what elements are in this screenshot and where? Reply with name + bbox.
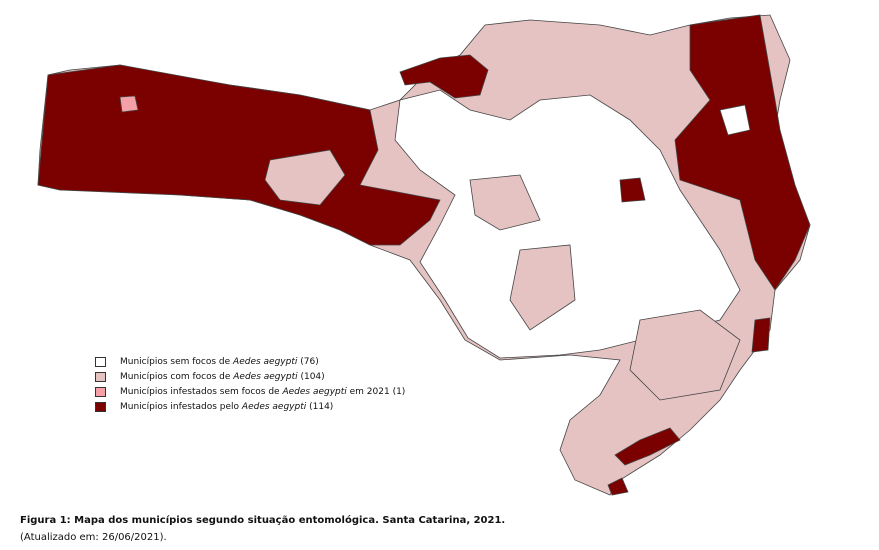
legend-item: Municípios infestados sem focos de Aedes… — [95, 384, 405, 399]
legend: Municípios sem focos de Aedes aegypti (7… — [95, 354, 405, 414]
legend-swatch — [95, 401, 106, 412]
legend-species: Aedes aegypti — [233, 356, 298, 367]
caption-title: Figura 1: Mapa dos municípios segundo si… — [20, 515, 506, 526]
region-foci — [264, 149, 346, 206]
legend-text: (114) — [306, 401, 334, 412]
region-infested-no-foci — [119, 95, 139, 113]
region-foci — [509, 244, 576, 331]
region-infested-south — [751, 317, 771, 353]
legend-label: Municípios infestados sem focos de Aedes… — [120, 387, 405, 397]
region-infested-south — [614, 427, 681, 466]
legend-text: Municípios com focos de — [120, 371, 234, 382]
legend-species: Aedes aegypti — [282, 386, 347, 397]
legend-species: Aedes aegypti — [241, 401, 307, 412]
legend-swatch — [95, 386, 106, 397]
region-infested-west — [37, 64, 441, 246]
legend-text: Municípios infestados pelo — [120, 401, 242, 412]
legend-item: Municípios sem focos de Aedes aegypti (7… — [95, 354, 405, 369]
region-infested-north — [399, 54, 489, 99]
legend-label: Municípios com focos de Aedes aegypti (1… — [120, 372, 325, 382]
legend-label: Municípios infestados pelo Aedes aegypti… — [120, 402, 333, 412]
legend-text: (104) — [297, 371, 325, 382]
legend-text: em 2021 (1) — [346, 386, 406, 397]
legend-text: (76) — [297, 356, 319, 367]
region-infested-south — [607, 477, 629, 496]
legend-label: Municípios sem focos de Aedes aegypti (7… — [120, 357, 319, 367]
region-no-foci — [719, 104, 751, 136]
legend-text: Municípios sem focos de — [120, 356, 234, 367]
region-foci — [629, 309, 741, 401]
legend-swatch — [95, 371, 106, 382]
region-infested-east — [674, 14, 811, 291]
region-foci — [469, 174, 541, 231]
legend-text: Municípios infestados sem focos de — [120, 386, 283, 397]
legend-swatch — [95, 356, 106, 367]
legend-item: Municípios com focos de Aedes aegypti (1… — [95, 369, 405, 384]
caption-updated: (Atualizado em: 26/06/2021). — [20, 532, 167, 543]
legend-species: Aedes aegypti — [233, 371, 298, 382]
region-infested-center — [619, 177, 646, 203]
legend-item: Municípios infestados pelo Aedes aegypti… — [95, 399, 405, 414]
